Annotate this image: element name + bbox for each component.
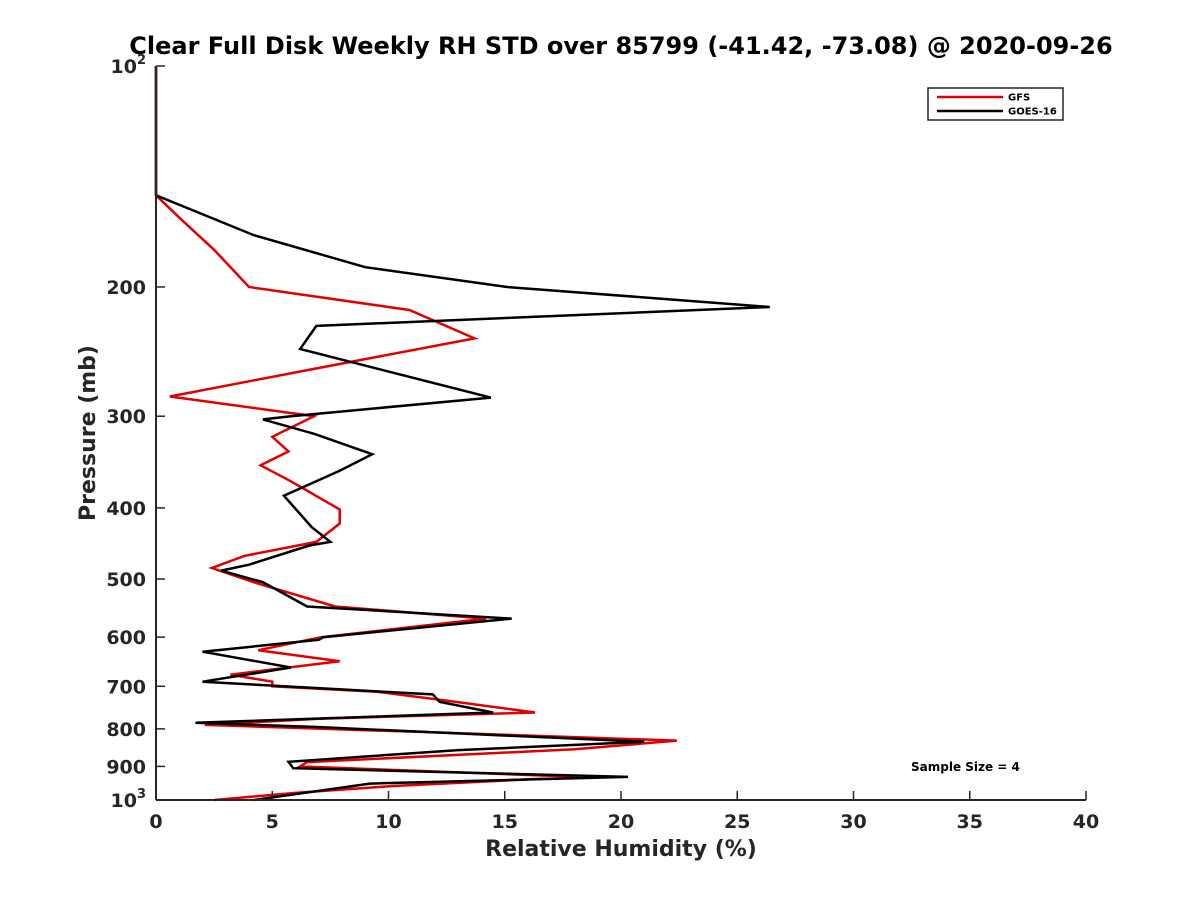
y-tick-label: 103 [111, 787, 147, 812]
y-tick-label: 900 [106, 756, 146, 778]
y-tick-label: 800 [106, 719, 146, 741]
x-tick-label: 30 [840, 811, 866, 833]
x-tick-label: 15 [492, 811, 518, 833]
x-tick-label: 25 [724, 811, 750, 833]
x-tick-label: 0 [149, 811, 162, 833]
legend: GFS GOES-16 [927, 87, 1064, 121]
y-tick-label: 700 [106, 676, 146, 698]
x-ticks: 0 5 10 15 20 25 30 35 40 [149, 791, 1099, 833]
x-tick-label: 20 [608, 811, 634, 833]
y-axis-label: Pressure (mb) [76, 345, 101, 521]
chart-title: Clear Full Disk Weekly RH STD over 85799… [129, 32, 1112, 60]
x-tick-label: 10 [375, 811, 401, 833]
series-line-gfs [154, 66, 677, 802]
series-line-goes-16 [154, 66, 770, 802]
x-axis-label: Relative Humidity (%) [485, 837, 757, 862]
y-tick-label: 400 [106, 498, 146, 520]
y-tick-label: 600 [106, 627, 146, 649]
y-tick-label: 300 [106, 406, 146, 428]
y-tick-label: 500 [106, 569, 146, 591]
x-tick-label: 35 [957, 811, 983, 833]
x-tick-label: 40 [1073, 811, 1099, 833]
legend-label: GFS [1008, 93, 1030, 104]
legend-box [927, 87, 1064, 121]
plot-lines [154, 66, 770, 802]
y-tick-label: 200 [106, 277, 146, 299]
x-tick-label: 5 [266, 811, 279, 833]
y-ticks: 102 200 300 400 500 600 700 800 900 103 [106, 53, 165, 812]
sample-size-annotation: Sample Size = 4 [911, 760, 1020, 774]
axes [155, 66, 1086, 801]
y-tick-label: 102 [111, 53, 147, 78]
legend-label: GOES-16 [1008, 107, 1057, 118]
